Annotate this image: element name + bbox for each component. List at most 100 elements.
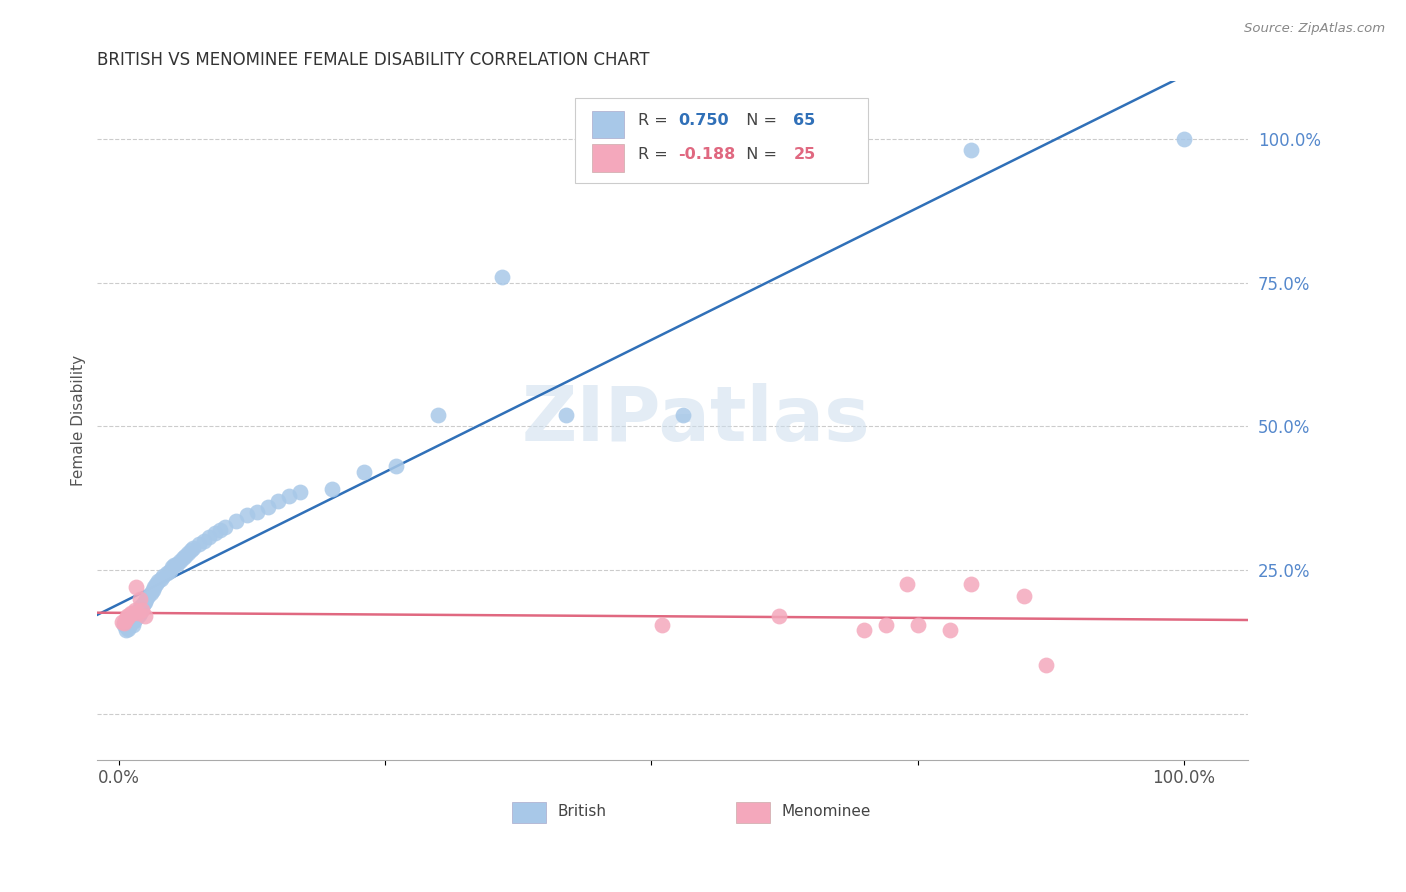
Point [208,523,231,537]
Point [124,612,146,626]
Point [491,269,513,284]
Point [118,607,141,622]
Point [118,612,141,626]
Point [246,505,269,519]
Point [173,549,195,563]
Point [120,615,142,630]
Point [142,580,165,594]
Point [672,408,695,422]
Point [131,599,153,613]
Point [125,580,148,594]
Bar [512,802,546,822]
Point [145,577,167,591]
Point [155,566,177,580]
Point [124,606,146,620]
Text: Source: ZipAtlas.com: Source: ZipAtlas.com [1244,22,1385,36]
Point [112,615,135,630]
Point [112,617,135,632]
Point [115,608,138,623]
Point [135,591,157,606]
Point [181,541,204,555]
Text: BRITISH VS MENOMINEE FEMALE DISABILITY CORRELATION CHART: BRITISH VS MENOMINEE FEMALE DISABILITY C… [97,51,650,69]
Point [114,614,136,628]
Point [235,508,257,523]
Point [169,554,191,568]
Point [125,608,148,623]
Point [256,500,278,514]
Point [120,606,142,620]
Point [129,603,152,617]
Point [160,560,183,574]
Point [180,542,202,557]
Point [278,489,301,503]
Text: Menominee: Menominee [782,805,872,820]
Point [225,514,247,528]
Point [121,606,143,620]
Text: N =: N = [735,147,782,162]
Point [853,624,876,638]
Point [121,617,143,632]
Point [117,622,139,636]
Text: -0.188: -0.188 [679,147,735,162]
Text: R =: R = [638,147,673,162]
Point [1012,589,1035,603]
Point [172,551,194,566]
Point [321,483,343,497]
Point [129,591,152,606]
Point [267,494,290,508]
Point [938,624,960,638]
Text: 25: 25 [793,147,815,162]
Point [129,600,152,615]
Point [146,574,169,589]
Text: N =: N = [735,113,782,128]
Point [139,586,162,600]
Point [117,610,139,624]
Point [768,608,790,623]
Point [124,603,146,617]
Text: R =: R = [638,113,673,128]
Text: 0.750: 0.750 [679,113,730,128]
Point [128,607,150,622]
Point [555,408,578,422]
Point [111,615,134,629]
Point [204,525,226,540]
Point [134,594,156,608]
Point [134,596,156,610]
Point [138,589,160,603]
Point [134,608,156,623]
Point [115,620,138,634]
Point [907,617,929,632]
Point [115,612,138,626]
Point [187,537,209,551]
Point [651,617,673,632]
Point [131,603,153,617]
Text: ZIPatlas: ZIPatlas [522,384,870,458]
Point [115,624,138,638]
Point [166,557,188,571]
Point [127,606,149,620]
Text: British: British [558,805,606,820]
Point [163,558,186,573]
Point [960,144,983,158]
Bar [592,145,624,171]
Point [120,615,142,629]
Point [384,459,406,474]
Point [125,610,148,624]
Point [118,619,141,633]
Point [159,564,181,578]
Y-axis label: Female Disability: Female Disability [72,355,86,486]
Point [353,465,375,479]
Point [875,617,897,632]
Point [1035,657,1057,672]
Point [896,577,918,591]
Point [214,520,236,534]
Point [127,606,149,620]
Bar [592,111,624,137]
Point [152,568,174,582]
Point [177,546,200,560]
Point [150,572,173,586]
Point [288,485,311,500]
Text: 65: 65 [793,113,815,128]
Point [122,614,145,628]
Point [960,577,983,591]
